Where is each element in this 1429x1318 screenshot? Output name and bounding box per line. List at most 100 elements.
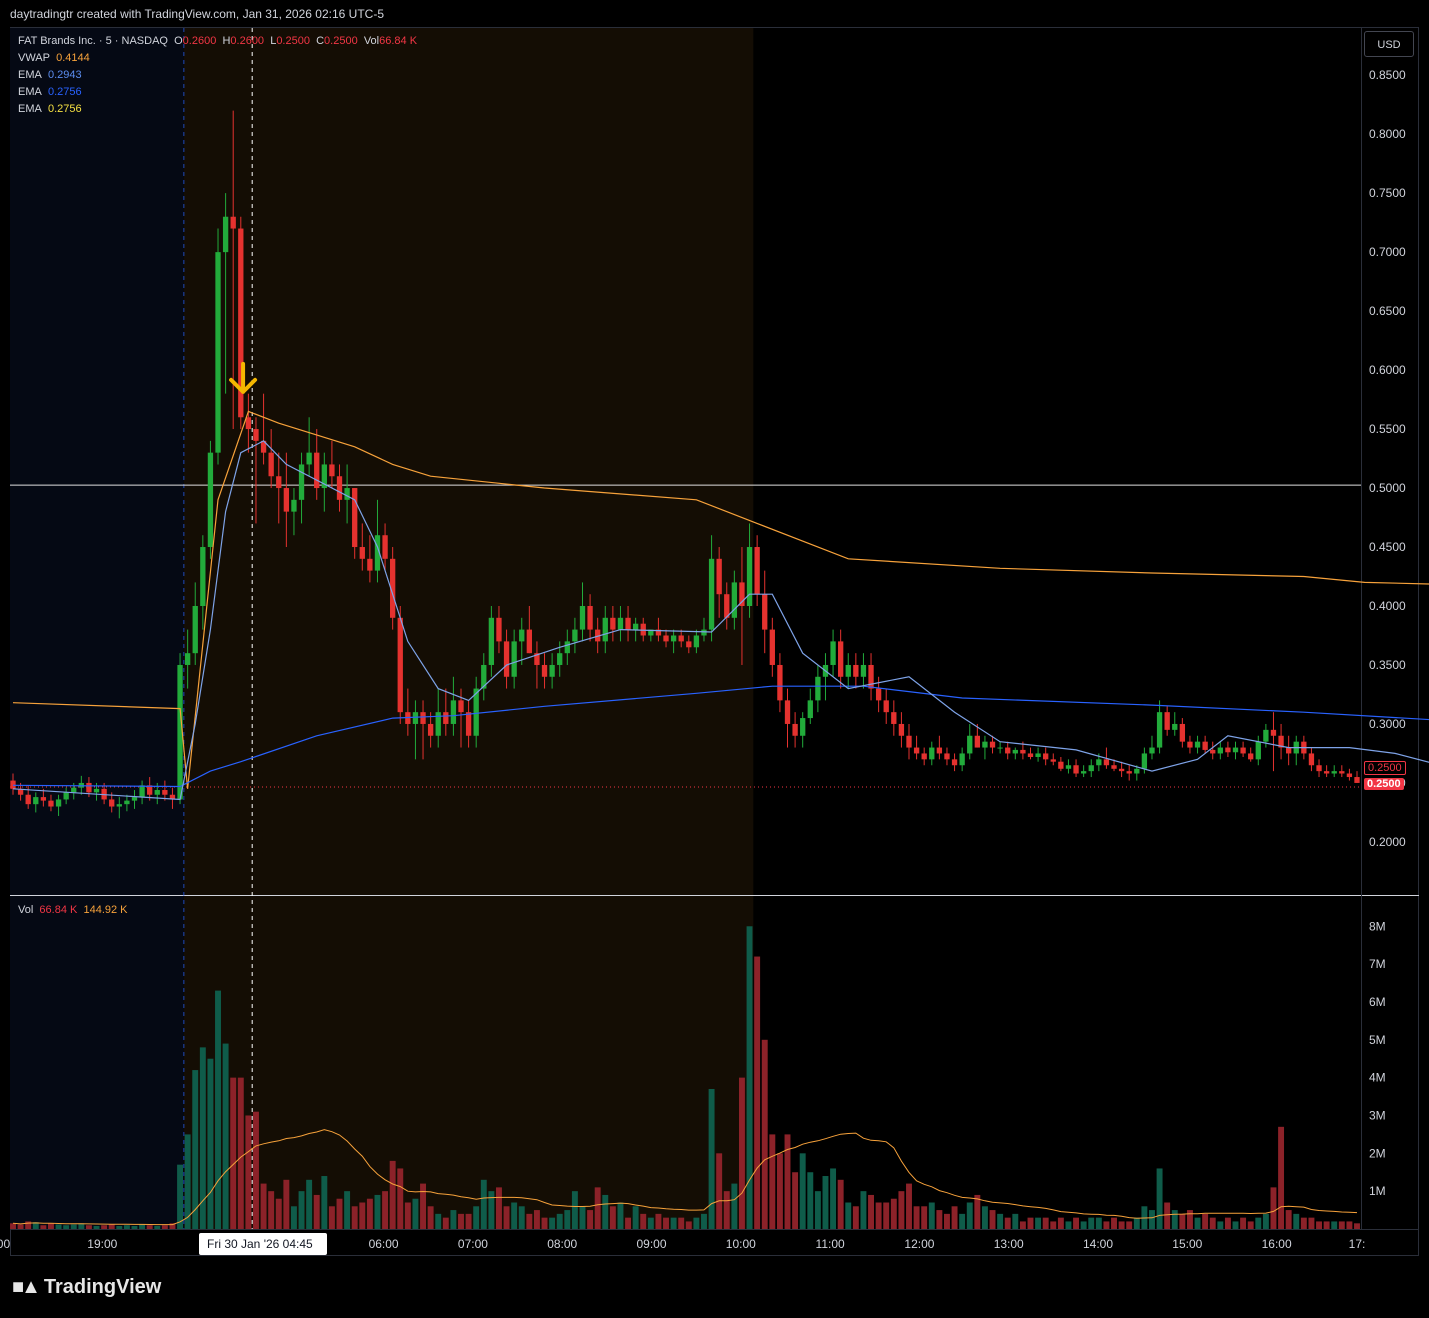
candle-body bbox=[1103, 759, 1110, 766]
ema-legend-2[interactable]: EMA 0.2756 bbox=[18, 84, 417, 101]
volume-bar bbox=[1171, 1210, 1178, 1229]
volume-bar bbox=[587, 1210, 594, 1229]
candle-body bbox=[716, 558, 722, 595]
volume-legend[interactable]: Vol 66.84 K 144.92 K bbox=[18, 902, 128, 919]
volume-bar bbox=[784, 1134, 791, 1229]
currency-button[interactable]: USD bbox=[1364, 31, 1414, 57]
candle-body bbox=[1179, 723, 1186, 742]
volume-bar bbox=[731, 1183, 738, 1229]
volume-bar bbox=[1149, 1210, 1155, 1229]
vwap-label: VWAP bbox=[18, 52, 50, 64]
candle-body bbox=[427, 723, 434, 736]
vwap-legend[interactable]: VWAP 0.4144 bbox=[18, 50, 417, 67]
candle-body bbox=[1316, 765, 1322, 772]
volume-bar bbox=[32, 1222, 39, 1229]
candle-body bbox=[617, 617, 624, 630]
candle-body bbox=[1278, 735, 1284, 748]
volume-bar bbox=[928, 1202, 935, 1229]
volume-bar bbox=[78, 1223, 85, 1229]
candle-body bbox=[860, 664, 867, 677]
candle-body bbox=[1141, 753, 1148, 769]
volume-bar bbox=[215, 990, 221, 1229]
candle-body bbox=[1027, 753, 1034, 757]
candle-body bbox=[1232, 747, 1239, 753]
candle-body bbox=[1149, 747, 1155, 754]
volume-bar bbox=[1050, 1221, 1057, 1229]
volume-bar bbox=[1247, 1221, 1254, 1229]
candle-body bbox=[222, 216, 229, 253]
volume-bar bbox=[1027, 1217, 1034, 1229]
candle-body bbox=[336, 476, 343, 500]
candle-body bbox=[473, 688, 479, 736]
candle-body bbox=[1073, 765, 1079, 774]
price-tick-label: 0.5500 bbox=[1369, 422, 1406, 436]
candle-body bbox=[746, 547, 753, 606]
volume-bar bbox=[496, 1187, 502, 1229]
volume-bar bbox=[1004, 1217, 1011, 1229]
volume-bar bbox=[1300, 1217, 1307, 1229]
candle-body bbox=[739, 582, 745, 606]
volume-bar bbox=[1224, 1217, 1231, 1229]
volume-bar bbox=[549, 1217, 556, 1229]
price-tick-label: 0.5000 bbox=[1369, 481, 1406, 495]
candle-body bbox=[845, 664, 851, 677]
candle-body bbox=[1156, 712, 1163, 748]
ema-legend-1[interactable]: EMA 0.2943 bbox=[18, 67, 417, 84]
candle-body bbox=[1111, 765, 1117, 769]
volume-bar bbox=[997, 1213, 1004, 1229]
brand-text: TradingView bbox=[43, 1276, 162, 1298]
candle-body bbox=[465, 712, 472, 736]
volume-bar bbox=[875, 1202, 882, 1229]
ema-value: 0.2943 bbox=[47, 69, 82, 81]
candle-body bbox=[1096, 759, 1102, 766]
last-price-tag: 0.2500 bbox=[1364, 778, 1404, 790]
volume-bar bbox=[245, 1115, 252, 1229]
volume-bar bbox=[184, 1134, 191, 1229]
candle-body bbox=[762, 594, 768, 630]
candle-body bbox=[663, 635, 669, 642]
candle-body bbox=[306, 452, 312, 465]
volume-bar bbox=[275, 1198, 282, 1229]
volume-bar bbox=[1042, 1217, 1049, 1229]
volume-bar bbox=[17, 1224, 24, 1229]
candle-body bbox=[10, 780, 16, 789]
volume-bar bbox=[951, 1206, 958, 1229]
candle-body bbox=[678, 635, 684, 642]
candle-body bbox=[367, 558, 373, 571]
candle-body bbox=[86, 782, 92, 793]
volume-bar bbox=[868, 1194, 874, 1229]
volume-bar bbox=[1080, 1221, 1087, 1229]
volume-bar bbox=[488, 1191, 495, 1229]
volume-bar bbox=[1103, 1221, 1110, 1229]
candle-body bbox=[1248, 753, 1254, 760]
volume-bar bbox=[450, 1210, 457, 1229]
vol-value: 66.84 K bbox=[39, 904, 78, 916]
volume-bar bbox=[10, 1223, 16, 1229]
candle-body bbox=[435, 712, 441, 736]
symbol-title[interactable]: FAT Brands Inc. · 5 · NASDAQ bbox=[18, 35, 168, 47]
candle-body bbox=[291, 499, 297, 512]
candle-body bbox=[967, 735, 973, 754]
candle-body bbox=[564, 641, 570, 654]
candle-body bbox=[329, 464, 335, 477]
volume-bar bbox=[936, 1210, 943, 1229]
volume-bar bbox=[154, 1225, 161, 1229]
volume-bar bbox=[1308, 1217, 1315, 1229]
candle-body bbox=[731, 582, 738, 618]
volume-bar bbox=[1232, 1221, 1239, 1229]
candle-body bbox=[1043, 753, 1049, 760]
volume-bar bbox=[177, 1164, 184, 1229]
volume-bar bbox=[678, 1217, 685, 1229]
volume-bar bbox=[526, 1213, 533, 1229]
volume-bar bbox=[921, 1206, 928, 1229]
price-tick-label: 0.8000 bbox=[1369, 127, 1406, 141]
ema-legend-3[interactable]: EMA 0.2756 bbox=[18, 101, 417, 118]
candle-body bbox=[974, 735, 980, 748]
volume-bar bbox=[860, 1191, 867, 1229]
volume-bar bbox=[769, 1134, 776, 1229]
volume-bar bbox=[708, 1088, 715, 1229]
candle-body bbox=[853, 664, 859, 677]
volume-bar bbox=[966, 1202, 973, 1229]
volume-bar bbox=[1217, 1221, 1224, 1229]
